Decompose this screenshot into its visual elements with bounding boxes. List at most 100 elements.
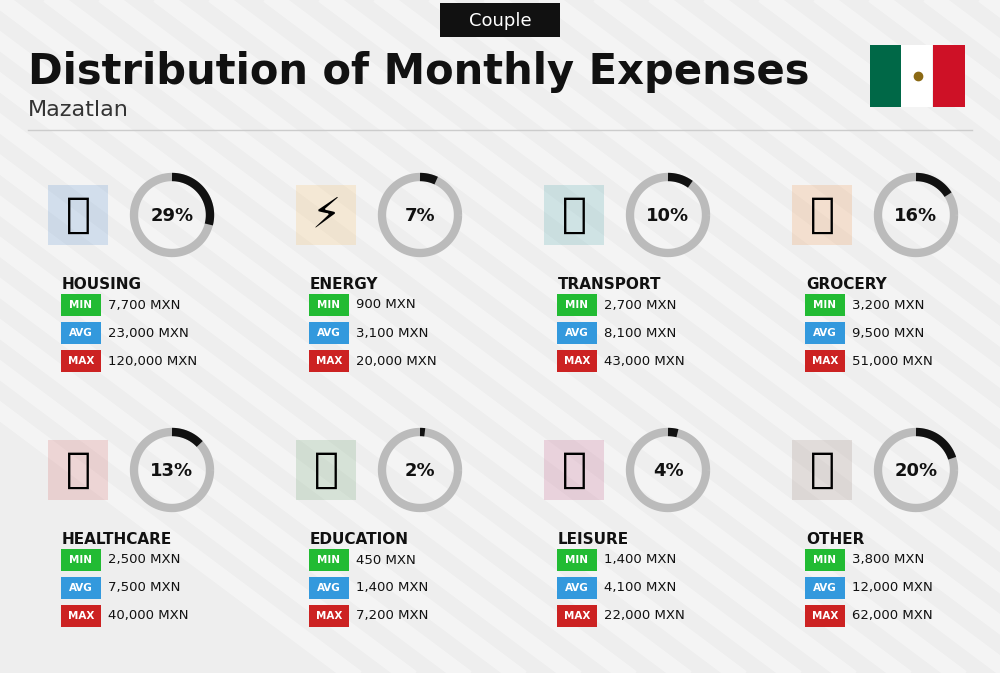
Text: 43,000 MXN: 43,000 MXN	[604, 355, 685, 367]
Text: 3,200 MXN: 3,200 MXN	[852, 299, 924, 312]
FancyBboxPatch shape	[557, 322, 597, 344]
Text: 40,000 MXN: 40,000 MXN	[108, 610, 188, 623]
Text: 7,500 MXN: 7,500 MXN	[108, 581, 180, 594]
Text: AVG: AVG	[565, 583, 589, 593]
FancyBboxPatch shape	[557, 577, 597, 599]
Bar	[48, 440, 108, 500]
Bar	[296, 440, 356, 500]
Text: MIN: MIN	[814, 300, 836, 310]
Text: Distribution of Monthly Expenses: Distribution of Monthly Expenses	[28, 51, 810, 93]
Text: 3,800 MXN: 3,800 MXN	[852, 553, 924, 567]
Text: Couple: Couple	[469, 12, 531, 30]
FancyBboxPatch shape	[805, 294, 845, 316]
FancyBboxPatch shape	[61, 549, 101, 571]
Text: 4,100 MXN: 4,100 MXN	[604, 581, 676, 594]
Text: EDUCATION: EDUCATION	[310, 532, 409, 547]
Text: MAX: MAX	[316, 611, 342, 621]
Bar	[870, 45, 901, 107]
FancyBboxPatch shape	[805, 350, 845, 372]
Text: 23,000 MXN: 23,000 MXN	[108, 326, 189, 339]
Text: 900 MXN: 900 MXN	[356, 299, 416, 312]
Text: 3,100 MXN: 3,100 MXN	[356, 326, 428, 339]
Text: 16%: 16%	[894, 207, 938, 225]
FancyBboxPatch shape	[309, 294, 349, 316]
Text: 7,200 MXN: 7,200 MXN	[356, 610, 428, 623]
Text: OTHER: OTHER	[806, 532, 864, 547]
FancyBboxPatch shape	[309, 549, 349, 571]
Text: 4%: 4%	[653, 462, 683, 480]
Text: AVG: AVG	[813, 583, 837, 593]
Text: AVG: AVG	[813, 328, 837, 338]
Text: 450 MXN: 450 MXN	[356, 553, 416, 567]
Bar	[544, 185, 604, 245]
Text: MIN: MIN	[70, 300, 92, 310]
Text: AVG: AVG	[565, 328, 589, 338]
Text: 7%: 7%	[405, 207, 435, 225]
Text: MIN: MIN	[318, 300, 340, 310]
Text: 🛒: 🛒	[810, 194, 834, 236]
FancyBboxPatch shape	[557, 605, 597, 627]
Text: 1,400 MXN: 1,400 MXN	[356, 581, 428, 594]
FancyBboxPatch shape	[309, 577, 349, 599]
Text: AVG: AVG	[69, 583, 93, 593]
Bar	[296, 185, 356, 245]
Text: 13%: 13%	[150, 462, 194, 480]
FancyBboxPatch shape	[61, 350, 101, 372]
Text: 20%: 20%	[894, 462, 938, 480]
Text: 7,700 MXN: 7,700 MXN	[108, 299, 180, 312]
Bar	[792, 440, 852, 500]
Text: MIN: MIN	[814, 555, 836, 565]
Bar	[901, 45, 932, 107]
Text: 🚌: 🚌	[562, 194, 586, 236]
FancyBboxPatch shape	[61, 605, 101, 627]
Text: 10%: 10%	[646, 207, 690, 225]
Text: MAX: MAX	[68, 356, 94, 366]
Text: 🎓: 🎓	[314, 449, 338, 491]
FancyBboxPatch shape	[557, 549, 597, 571]
Bar	[48, 185, 108, 245]
Text: MIN: MIN	[70, 555, 92, 565]
Text: ENERGY: ENERGY	[310, 277, 378, 292]
FancyBboxPatch shape	[309, 322, 349, 344]
Text: GROCERY: GROCERY	[806, 277, 887, 292]
Text: 51,000 MXN: 51,000 MXN	[852, 355, 933, 367]
Text: 29%: 29%	[150, 207, 194, 225]
Text: TRANSPORT: TRANSPORT	[558, 277, 662, 292]
Text: 🛍: 🛍	[562, 449, 586, 491]
Bar	[792, 185, 852, 245]
FancyBboxPatch shape	[61, 577, 101, 599]
Text: MAX: MAX	[812, 611, 838, 621]
Text: 2,500 MXN: 2,500 MXN	[108, 553, 180, 567]
Text: MAX: MAX	[316, 356, 342, 366]
Text: 12,000 MXN: 12,000 MXN	[852, 581, 933, 594]
FancyBboxPatch shape	[805, 322, 845, 344]
Text: MAX: MAX	[564, 611, 590, 621]
Text: 22,000 MXN: 22,000 MXN	[604, 610, 685, 623]
Text: 🏥: 🏥	[66, 449, 90, 491]
FancyBboxPatch shape	[805, 605, 845, 627]
Text: MAX: MAX	[812, 356, 838, 366]
Text: 20,000 MXN: 20,000 MXN	[356, 355, 437, 367]
Bar	[544, 440, 604, 500]
FancyBboxPatch shape	[557, 350, 597, 372]
Text: AVG: AVG	[69, 328, 93, 338]
Text: HEALTHCARE: HEALTHCARE	[62, 532, 172, 547]
Text: 120,000 MXN: 120,000 MXN	[108, 355, 197, 367]
FancyBboxPatch shape	[557, 294, 597, 316]
Text: Mazatlan: Mazatlan	[28, 100, 129, 120]
FancyBboxPatch shape	[61, 294, 101, 316]
Text: MAX: MAX	[68, 611, 94, 621]
Text: 1,400 MXN: 1,400 MXN	[604, 553, 676, 567]
FancyBboxPatch shape	[309, 350, 349, 372]
Text: 2%: 2%	[405, 462, 435, 480]
FancyBboxPatch shape	[309, 605, 349, 627]
Bar	[933, 45, 965, 107]
Text: 2,700 MXN: 2,700 MXN	[604, 299, 676, 312]
Text: MIN: MIN	[566, 300, 588, 310]
Text: HOUSING: HOUSING	[62, 277, 142, 292]
Text: 9,500 MXN: 9,500 MXN	[852, 326, 924, 339]
Text: 62,000 MXN: 62,000 MXN	[852, 610, 933, 623]
FancyBboxPatch shape	[61, 322, 101, 344]
Text: MIN: MIN	[318, 555, 340, 565]
Text: MAX: MAX	[564, 356, 590, 366]
